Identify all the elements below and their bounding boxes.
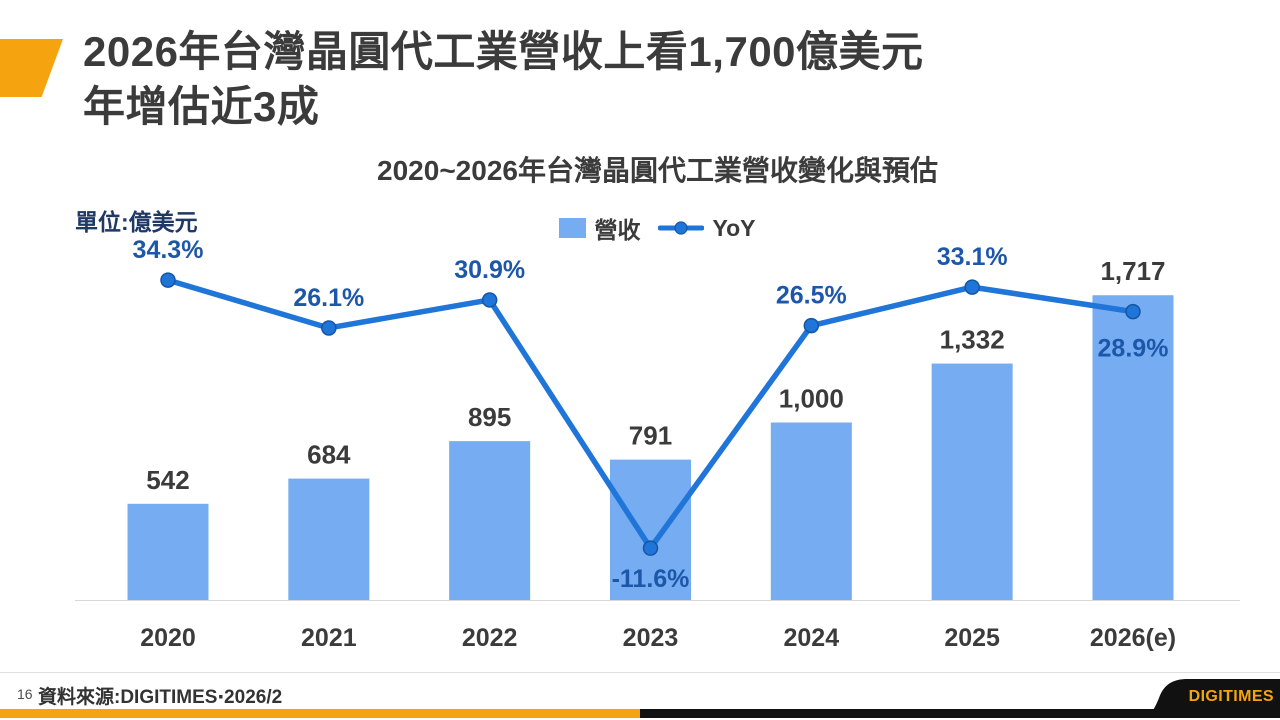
- category-label-2025: 2025: [944, 624, 1000, 652]
- bar-value-label-2023: 791: [629, 421, 672, 451]
- chart-title: 2020~2026年台灣晶圓代工業營收變化與預估: [377, 155, 938, 186]
- yoy-label-2025: 33.1%: [937, 243, 1008, 271]
- bar-value-label-2022: 895: [468, 402, 511, 432]
- yoy-point-2023: [642, 540, 659, 556]
- bottom-bar-black: [640, 709, 1280, 718]
- bar-2026(e): [1092, 295, 1174, 600]
- legend-line-icon: [658, 221, 705, 235]
- bar-2024: [770, 422, 852, 600]
- category-label-2021: 2021: [301, 624, 357, 652]
- category-label-2022: 2022: [462, 624, 518, 652]
- page-number: 16: [17, 686, 33, 702]
- bottom-bar-orange: [0, 709, 640, 718]
- unit-label: 單位:億美元: [75, 209, 198, 235]
- chart-legend: 營收 YoY: [75, 213, 1240, 243]
- footer-divider: [0, 672, 1280, 673]
- yoy-point-2021: [321, 320, 337, 336]
- category-label-2026(e): 2026(e): [1090, 624, 1176, 652]
- yoy-label-2022: 30.9%: [454, 256, 525, 284]
- category-label-2020: 2020: [140, 624, 196, 652]
- yoy-label-2020: 34.3%: [133, 236, 204, 264]
- bar-value-label-2025: 1,332: [940, 325, 1005, 355]
- yoy-point-2020: [160, 272, 176, 288]
- digitimes-logo: DIGITIMES: [1188, 688, 1274, 705]
- yoy-point-2022: [481, 292, 498, 308]
- bar-value-label-2024: 1,000: [779, 384, 844, 414]
- bar-value-label-2026(e): 1,717: [1100, 256, 1165, 286]
- bar-2021: [288, 478, 370, 600]
- source-note: 資料來源:DIGITIMES‧2026/2: [38, 687, 283, 708]
- bar-value-label-2021: 684: [307, 440, 351, 470]
- bar-2023: [609, 459, 691, 600]
- yoy-label-2024: 26.5%: [776, 282, 847, 310]
- bar-2020: [127, 503, 209, 600]
- yoy-label-2023: -11.6%: [612, 565, 690, 593]
- digitimes-logo-plate: [1138, 679, 1280, 718]
- yoy-point-2025: [964, 279, 980, 295]
- page-title: 2026年台灣晶圓代工業營收上看1,700億美元 年增估近3成: [83, 24, 1233, 135]
- legend-line-label: YoY: [712, 214, 756, 241]
- yoy-point-2026(e): [1125, 303, 1141, 320]
- yoy-label-2021: 26.1%: [293, 284, 364, 312]
- bar-value-label-2020: 542: [146, 465, 189, 495]
- bar-2022: [449, 441, 531, 600]
- yoy-label-2026(e): 28.9%: [1098, 335, 1169, 363]
- category-label-2024: 2024: [784, 624, 840, 652]
- legend-bar-label: 營收: [594, 217, 641, 243]
- legend-bar-swatch: [559, 218, 587, 238]
- page-title-line1: 2026年台灣晶圓代工業營收上看1,700億美元: [83, 28, 924, 75]
- category-label-2023: 2023: [623, 624, 679, 652]
- page-title-line2: 年增估近3成: [83, 83, 320, 131]
- yoy-point-2024: [803, 317, 820, 334]
- bar-2025: [931, 363, 1013, 600]
